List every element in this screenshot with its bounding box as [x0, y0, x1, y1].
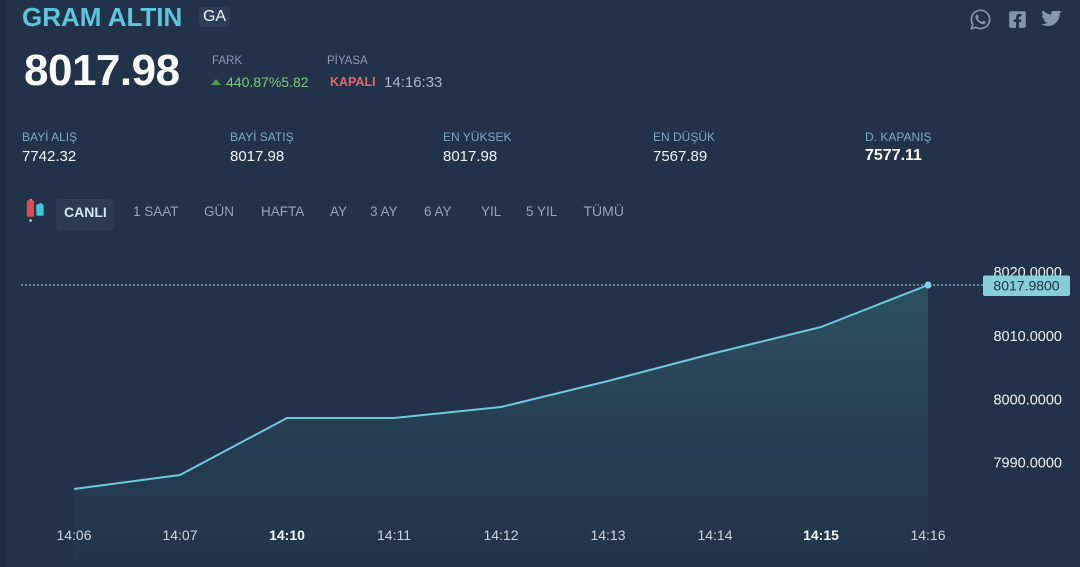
svg-text:8017.9800: 8017.9800	[993, 278, 1059, 294]
svg-text:14:12: 14:12	[483, 527, 518, 543]
svg-text:14:06: 14:06	[56, 527, 91, 543]
svg-text:14:10: 14:10	[269, 527, 305, 543]
svg-text:14:11: 14:11	[377, 527, 411, 543]
svg-text:14:16: 14:16	[910, 527, 945, 543]
svg-text:14:13: 14:13	[590, 527, 625, 543]
svg-text:14:15: 14:15	[803, 527, 839, 543]
svg-text:14:14: 14:14	[697, 527, 732, 543]
svg-text:8010.0000: 8010.0000	[993, 329, 1062, 345]
svg-text:8000.0000: 8000.0000	[993, 393, 1062, 409]
svg-text:7990.0000: 7990.0000	[993, 456, 1062, 472]
svg-text:14:07: 14:07	[162, 527, 197, 543]
